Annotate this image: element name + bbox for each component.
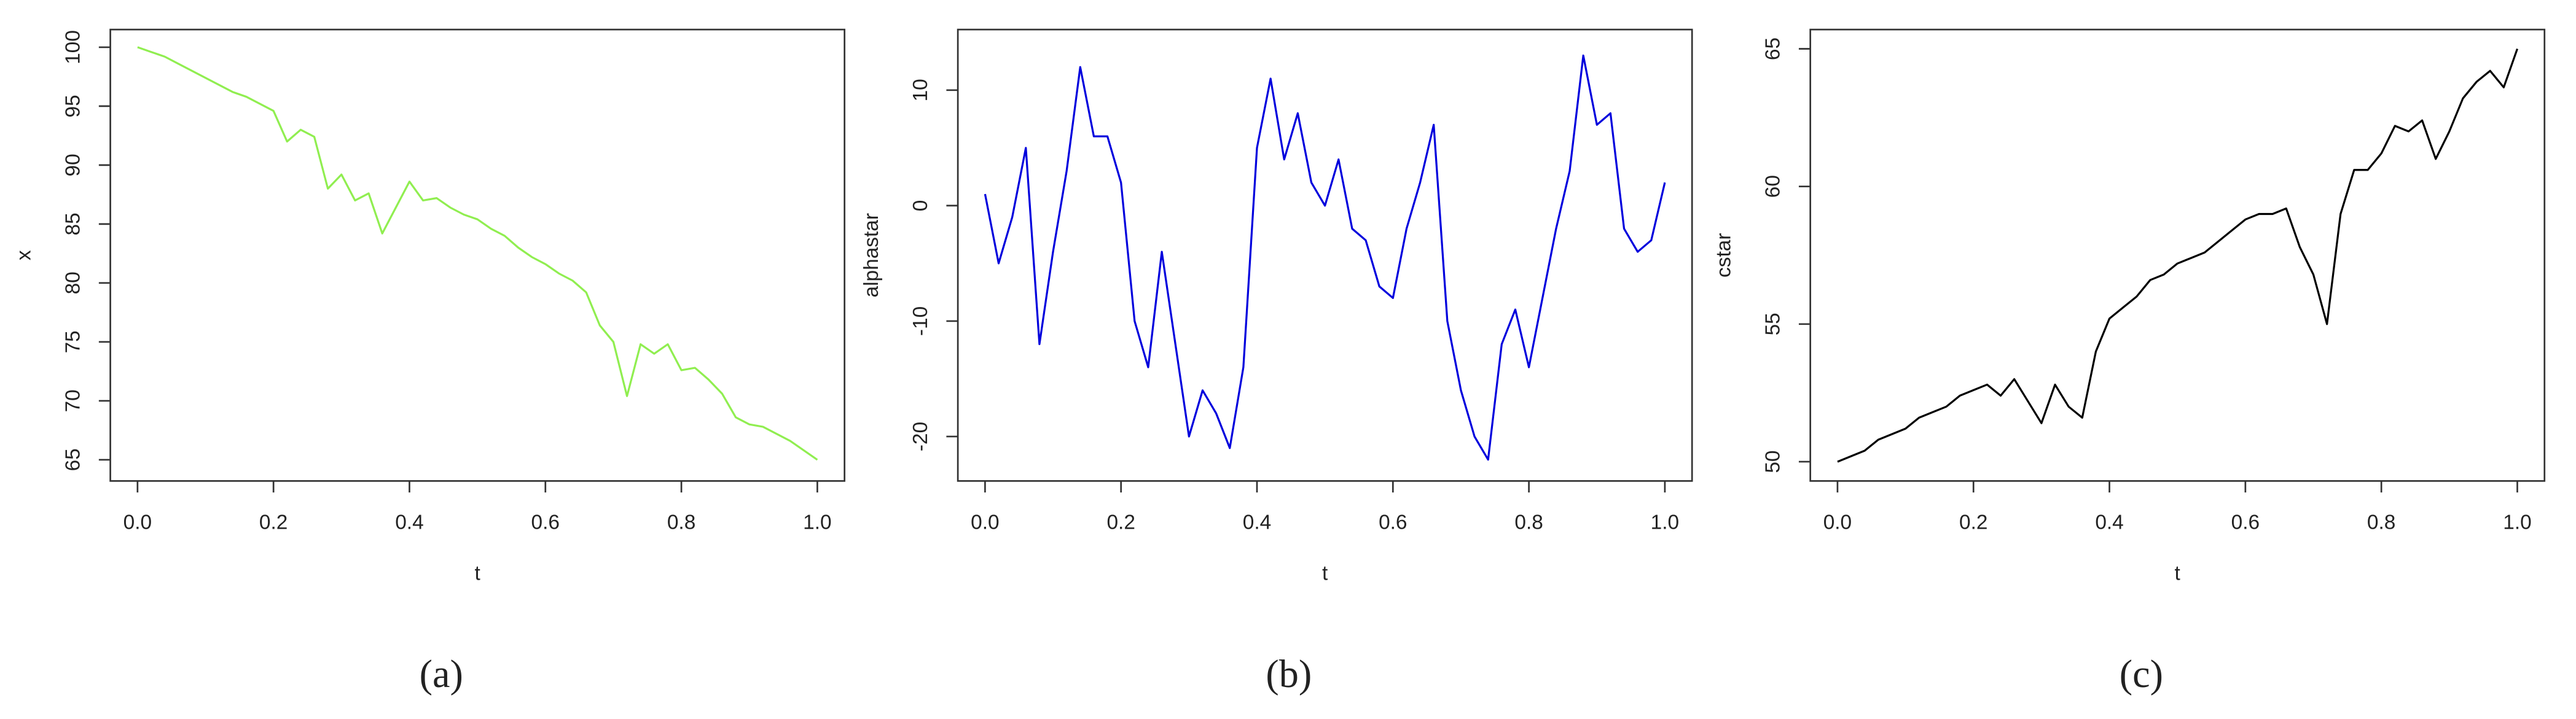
x-tick-label: 0.8 (667, 511, 695, 534)
x-tick-label: 1.0 (2503, 511, 2531, 534)
y-tick-label: 50 (1762, 450, 1785, 473)
y-tick-label: 70 (62, 389, 85, 412)
x-tick-label: 0.6 (2231, 511, 2260, 534)
y-tick-label: 90 (62, 154, 85, 176)
plot-box (109, 28, 845, 482)
caption: (b) (1266, 652, 1312, 696)
x-tick-label: 0.6 (531, 511, 560, 534)
x-tick-label: 0.2 (1106, 511, 1135, 534)
y-tick-label: 65 (62, 448, 85, 471)
x-tick-label: 0.0 (971, 511, 999, 534)
y-tick-label: 100 (62, 30, 85, 64)
y-tick-label: 80 (62, 271, 85, 294)
data-line (1837, 48, 2518, 463)
x-tick-label: 0.0 (1823, 511, 1852, 534)
x-axis-label: t (2175, 562, 2181, 585)
x-tick-label: 0.4 (1243, 511, 1271, 534)
x-tick-label: 0.8 (1514, 511, 1543, 534)
caption: (c) (2120, 652, 2163, 696)
data-line (984, 54, 1666, 461)
y-tick-label: 55 (1762, 313, 1785, 335)
y-tick-label: -10 (909, 306, 932, 336)
y-tick-label: 0 (909, 200, 932, 212)
x-tick-label: 0.8 (2367, 511, 2395, 534)
y-tick-label: 95 (62, 95, 85, 117)
y-tick-label: 85 (62, 212, 85, 235)
y-tick-label: -20 (909, 422, 932, 451)
x-tick-label: 1.0 (803, 511, 831, 534)
caption: (a) (420, 652, 463, 696)
y-tick-label: 60 (1762, 175, 1785, 198)
y-axis-label: cstar (1712, 233, 1735, 278)
x-tick-label: 1.0 (1651, 511, 1679, 534)
x-tick-label: 0.2 (1959, 511, 1987, 534)
x-tick-label: 0.0 (123, 511, 152, 534)
x-axis-label: t (1322, 562, 1328, 585)
x-tick-label: 0.2 (259, 511, 288, 534)
y-tick-label: 75 (62, 330, 85, 353)
plot-box (957, 28, 1693, 482)
y-axis-label: alphastar (860, 213, 883, 297)
data-line (137, 46, 818, 461)
y-axis-label: x (12, 250, 35, 260)
y-tick-label: 10 (909, 79, 932, 101)
plot-box (1809, 28, 2546, 482)
x-axis-label: t (474, 562, 480, 585)
y-tick-label: 65 (1762, 37, 1785, 60)
x-tick-label: 0.4 (395, 511, 423, 534)
x-tick-label: 0.4 (2095, 511, 2123, 534)
x-tick-label: 0.6 (1379, 511, 1407, 534)
